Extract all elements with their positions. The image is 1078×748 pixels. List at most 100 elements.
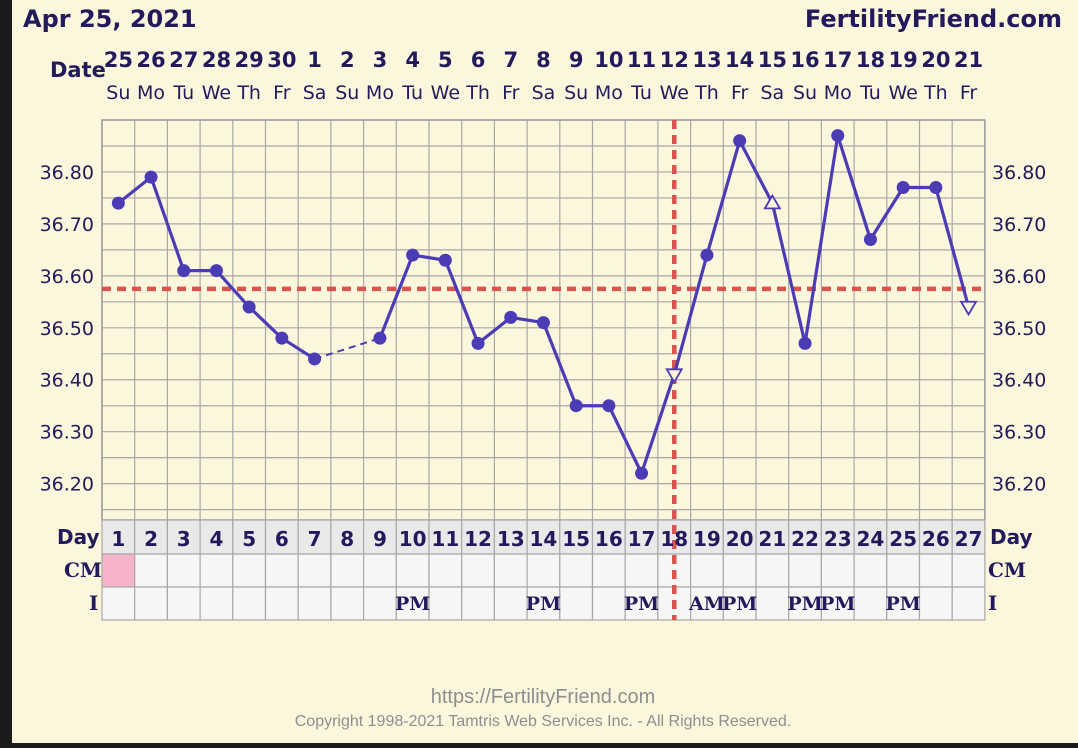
date-number: 15 [758,48,787,72]
temperature-segment [640,374,676,474]
day-cell [853,519,888,555]
intercourse-cell [493,586,528,621]
y-tick-label-right: 36.40 [992,370,1046,392]
weekday-label: Su [564,82,588,104]
temperature-point [504,310,518,324]
intercourse-mark: AM [688,593,725,615]
intercourse-mark: PM [526,593,561,615]
temperature-segment [672,254,709,375]
intercourse-cell [134,586,168,621]
day-cell [493,519,528,555]
day-cell [918,519,953,555]
y-tick-label-left: 36.60 [40,266,94,288]
date-number: 7 [503,48,518,72]
weekday-label: Tu [401,82,423,104]
day-row-label-right: Day [990,525,1033,549]
day-number: 4 [209,527,223,551]
date-number: 11 [627,48,656,72]
day-cell [264,519,299,555]
day-number: 21 [758,527,786,551]
footer-url[interactable]: https://FertilityFriend.com [431,686,656,708]
intercourse-cell [591,586,626,621]
intercourse-cell [395,586,430,621]
temperature-segment [607,405,643,474]
temperature-point [308,352,322,366]
day-cell [395,519,430,555]
temperature-point-triangle-down [959,300,978,317]
cm-cell [199,553,234,588]
date-number: 5 [438,48,453,72]
weekday-label: We [660,82,689,104]
weekday-label: Fr [960,82,978,104]
intercourse-cell [461,586,496,621]
cm-cell [722,553,757,588]
weekday-label: Tu [630,82,652,104]
day-cell [624,519,659,555]
date-number: 28 [202,48,231,72]
cm-cell [166,553,201,588]
temperature-segment [443,259,480,344]
cm-cell [264,553,299,588]
intercourse-cell [624,586,659,621]
temperature-point [569,399,583,413]
day-number: 2 [144,527,158,551]
weekday-label: Su [335,82,359,104]
cm-cell [232,553,267,588]
y-tick-label-right: 36.60 [992,266,1046,288]
temperature-point [602,399,616,413]
date-number: 25 [104,48,133,72]
intercourse-cell [886,586,921,621]
date-number: 9 [569,48,584,72]
day-cell [330,519,365,555]
temperature-segment [378,254,415,339]
weekday-label: Mo [366,82,394,104]
day-number: 18 [660,527,688,551]
y-tick-label-left: 36.30 [40,422,94,444]
cm-cell [395,553,430,588]
day-number: 16 [595,527,623,551]
temperature-point [275,331,289,345]
temperature-point [242,300,256,314]
temperature-point [373,331,387,345]
intercourse-cell [918,586,953,621]
weekday-label: Tu [172,82,194,104]
y-tick-label-right: 36.30 [992,422,1046,444]
day-number: 10 [399,527,427,551]
chart-date-title: Apr 25, 2021 [23,5,197,33]
day-cell [232,519,267,555]
day-cell [461,519,496,555]
day-number: 11 [431,527,459,551]
weekday-label: Tu [859,82,881,104]
day-number: 24 [857,527,885,551]
cm-cell [559,553,594,588]
cm-cell [918,553,953,588]
y-tick-label-right: 36.80 [992,162,1046,184]
date-number: 26 [136,48,165,72]
temperature-segment [705,140,742,256]
y-tick-label-right: 36.70 [992,214,1046,236]
date-number: 3 [373,48,388,72]
day-number: 17 [628,527,656,551]
intercourse-cell [166,586,201,621]
date-number: 1 [307,48,322,72]
cm-cell [101,553,136,588]
temperature-segment [248,305,283,340]
y-tick-label-right: 36.20 [992,474,1046,496]
intercourse-mark: PM [624,593,659,615]
intercourse-cell [297,586,332,621]
temperature-line [117,135,971,474]
intercourse-row-label-left: I [89,591,98,615]
temperature-segment [836,135,872,240]
day-number: 13 [497,527,525,551]
weekday-label: Sa [760,82,784,104]
temperature-point [896,181,910,195]
intercourse-cell [853,586,888,621]
intercourse-cell [428,586,463,621]
temperature-point-triangle-up [763,193,782,210]
day-number: 26 [922,527,950,551]
y-tick-label-right: 36.50 [992,318,1046,340]
temperature-segment [770,202,807,344]
day-number: 5 [242,527,256,551]
cm-row-label-right: CM [988,558,1026,582]
y-tick-label-left: 36.50 [40,318,94,340]
